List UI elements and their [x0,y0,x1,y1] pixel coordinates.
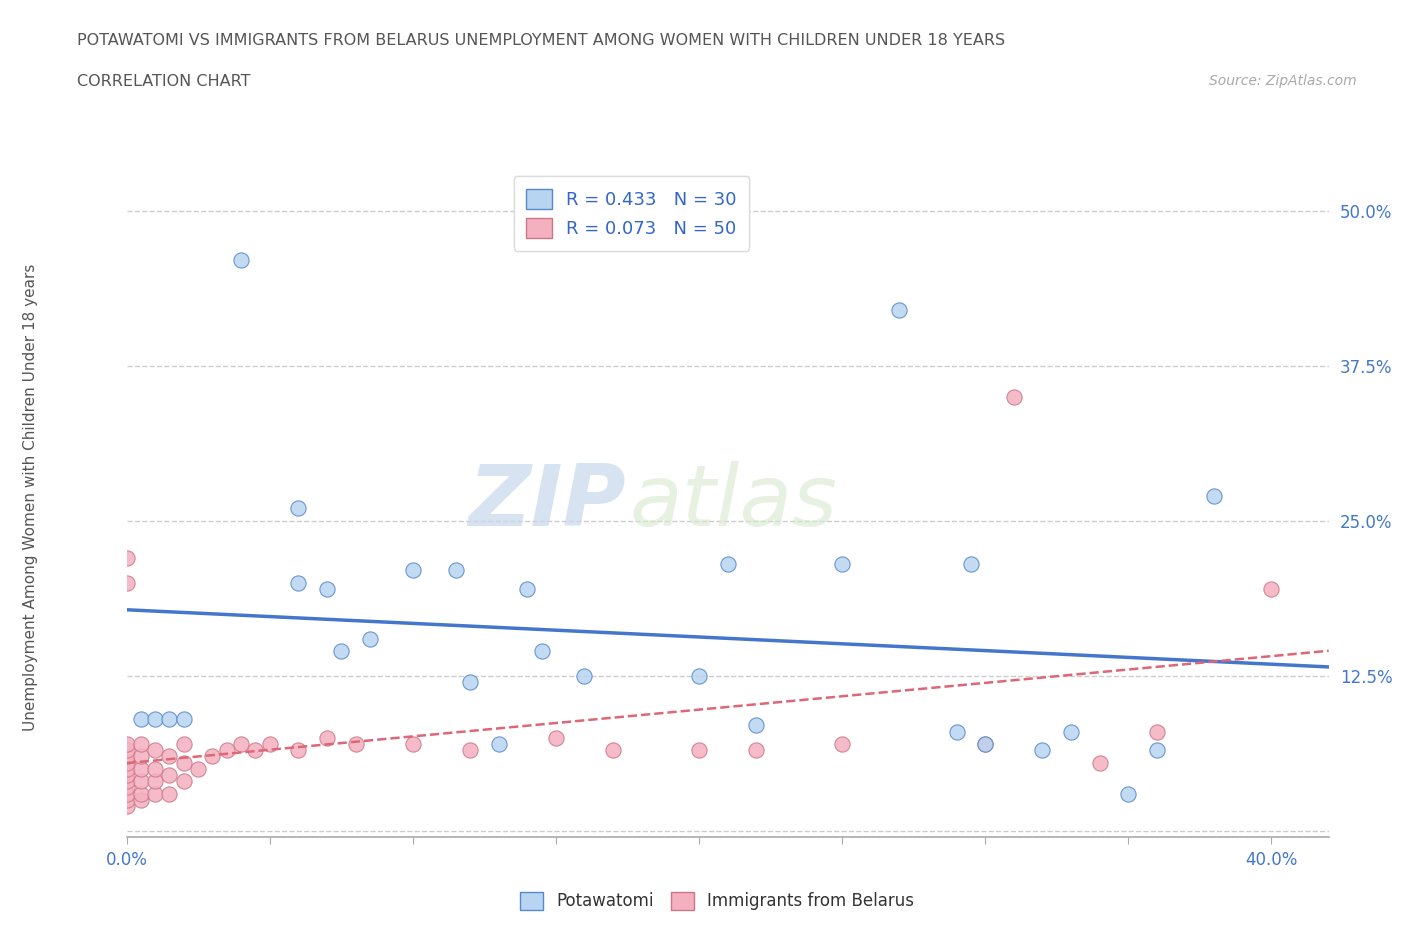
Text: CORRELATION CHART: CORRELATION CHART [77,74,250,89]
Point [287,743,309,758]
Point [259,737,281,751]
Legend: Potawatomi, Immigrants from Belarus: Potawatomi, Immigrants from Belarus [513,885,921,917]
Point [159,749,181,764]
Point [115,762,138,777]
Point [1146,724,1168,739]
Point [315,581,337,596]
Point [745,718,768,733]
Point [287,501,309,516]
Point [688,743,710,758]
Point [143,774,166,789]
Point [1260,581,1282,596]
Point [544,730,567,745]
Point [159,786,181,801]
Point [159,711,181,726]
Point [458,743,481,758]
Point [359,631,381,646]
Point [1116,786,1139,801]
Point [974,737,997,751]
Point [229,253,252,268]
Point [402,563,425,578]
Point [688,669,710,684]
Point [488,737,510,751]
Point [143,711,166,726]
Point [115,767,138,782]
Point [115,749,138,764]
Point [330,644,353,658]
Point [716,557,740,572]
Point [602,743,624,758]
Point [402,737,425,751]
Point [187,762,209,777]
Point [143,762,166,777]
Point [115,786,138,801]
Point [1088,755,1111,770]
Point [115,737,138,751]
Point [344,737,367,751]
Point [115,799,138,814]
Point [229,737,252,751]
Point [745,743,768,758]
Point [159,767,181,782]
Point [173,774,195,789]
Point [115,743,138,758]
Point [173,755,195,770]
Point [129,774,152,789]
Point [143,786,166,801]
Point [115,755,138,770]
Point [245,743,267,758]
Text: Source: ZipAtlas.com: Source: ZipAtlas.com [1209,74,1357,88]
Point [974,737,997,751]
Point [129,792,152,807]
Point [945,724,967,739]
Point [516,581,538,596]
Point [143,743,166,758]
Point [1060,724,1083,739]
Point [115,792,138,807]
Point [115,576,138,591]
Point [129,762,152,777]
Text: atlas: atlas [628,460,837,544]
Point [530,644,553,658]
Point [315,730,337,745]
Point [444,563,467,578]
Point [1146,743,1168,758]
Point [1204,488,1226,503]
Point [1031,743,1053,758]
Text: ZIP: ZIP [468,460,626,544]
Point [889,302,911,317]
Point [574,669,596,684]
Point [458,674,481,689]
Point [115,774,138,789]
Point [831,737,853,751]
Legend: R = 0.433   N = 30, R = 0.073   N = 50: R = 0.433 N = 30, R = 0.073 N = 50 [513,177,749,250]
Point [129,737,152,751]
Text: POTAWATOMI VS IMMIGRANTS FROM BELARUS UNEMPLOYMENT AMONG WOMEN WITH CHILDREN UND: POTAWATOMI VS IMMIGRANTS FROM BELARUS UN… [77,33,1005,47]
Point [173,737,195,751]
Point [201,749,224,764]
Point [831,557,853,572]
Point [129,786,152,801]
Text: Unemployment Among Women with Children Under 18 years: Unemployment Among Women with Children U… [24,264,38,731]
Point [960,557,983,572]
Point [115,780,138,795]
Point [215,743,238,758]
Point [115,551,138,565]
Point [1002,390,1025,405]
Point [129,711,152,726]
Point [287,576,309,591]
Point [173,711,195,726]
Point [129,749,152,764]
